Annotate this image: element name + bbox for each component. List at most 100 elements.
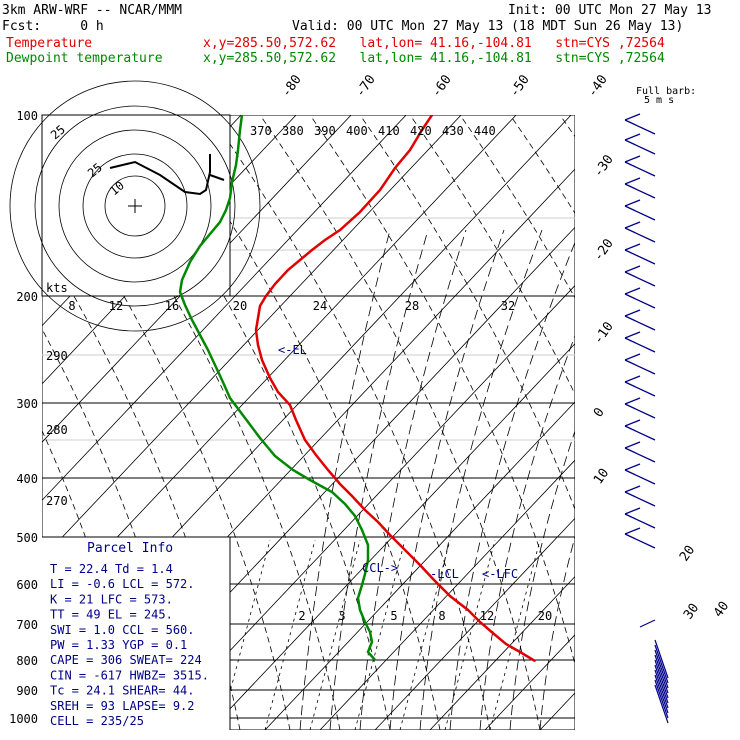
- isotherm: [42, 115, 352, 443]
- series-point: [361, 529, 363, 531]
- isotherm: [595, 95, 740, 730]
- wind-barb: [624, 293, 656, 309]
- mixing-ratio-label: 3: [338, 609, 345, 623]
- isotherm: [319, 459, 575, 730]
- isotherm-label: -20: [591, 236, 617, 264]
- theta-label: 410: [378, 124, 400, 138]
- series-point: [402, 547, 404, 549]
- theta-label: 370: [250, 124, 272, 138]
- series-point: [255, 329, 257, 331]
- wind-barb-flag: [624, 287, 641, 295]
- series-point: [235, 164, 237, 166]
- wind-barb: [624, 533, 656, 549]
- dry-adiabat: [559, 115, 575, 138]
- series-point: [239, 129, 241, 131]
- pressure-label: 800: [16, 654, 38, 668]
- wind-barb-low: [654, 669, 669, 709]
- isotherm-label: 40: [711, 599, 732, 620]
- series-point: [292, 469, 294, 471]
- series-point: [367, 651, 369, 653]
- series-point: [367, 559, 369, 561]
- series-point: [189, 261, 191, 263]
- series-point: [315, 454, 317, 456]
- theta-label: 430: [442, 124, 464, 138]
- lcl-label: -LCL: [430, 567, 459, 581]
- parcel-info-row: PW = 1.33 YGP = 0.1: [50, 638, 187, 652]
- theta-left-label: 290: [46, 349, 68, 363]
- init-time: Init: 00 UTC Mon 27 May 13: [508, 3, 712, 18]
- series-point: [419, 564, 421, 566]
- wind-barb-flag: [624, 133, 641, 141]
- wind-barb-flag: [624, 419, 641, 427]
- series-point: [505, 643, 507, 645]
- series-line: [178, 115, 376, 661]
- dry-adiabat: [42, 328, 191, 730]
- mixing-ratio-label: 8: [438, 609, 445, 623]
- wind-barb-low: [654, 649, 669, 689]
- mixing-ratio-line: [309, 539, 361, 730]
- mixing-ratio-line: [489, 539, 541, 730]
- isotherm: [484, 634, 575, 730]
- wind-barb: [624, 119, 656, 135]
- series-point: [241, 115, 243, 116]
- series-point: [389, 534, 391, 536]
- wind-barb-flag: [624, 375, 641, 383]
- hodograph-ring: [104, 175, 166, 237]
- wind-barb: [624, 447, 656, 463]
- series-point: [344, 503, 346, 505]
- mixing-ratio-label: 5: [390, 609, 397, 623]
- series-point: [394, 167, 396, 169]
- mixing-ratio-label: 20: [538, 609, 552, 623]
- series-point: [299, 259, 301, 261]
- dry-adiabat: [309, 115, 575, 667]
- isotherm-label: -60: [429, 72, 455, 100]
- speed-label: 24: [313, 299, 327, 313]
- series-point: [179, 291, 181, 293]
- mixing-ratio-line: [264, 539, 316, 730]
- parcel-info-title: Parcel Info: [87, 541, 173, 556]
- series-point: [364, 573, 366, 575]
- pressure-label: 500: [16, 531, 38, 545]
- pressure-label: 700: [16, 618, 38, 632]
- pressure-label: 600: [16, 578, 38, 592]
- theta-label: 420: [410, 124, 432, 138]
- series-point: [207, 349, 209, 351]
- series-point: [219, 221, 221, 223]
- isotherm-label: -40: [585, 72, 611, 100]
- pressure-label: 100: [16, 109, 38, 123]
- wind-barb-low: [654, 664, 669, 704]
- hodograph-ring: [34, 105, 236, 307]
- series-point: [331, 491, 333, 493]
- series-point: [359, 211, 361, 213]
- dry-adiabat: [459, 115, 575, 299]
- theta-label: 380: [282, 124, 304, 138]
- series-point: [304, 439, 306, 441]
- series-point: [274, 455, 276, 457]
- series-point: [209, 233, 211, 235]
- wind-barb: [624, 337, 656, 353]
- wind-barb: [624, 469, 656, 485]
- wind-barb-flag: [624, 441, 641, 449]
- mixing-ratio-line: [354, 539, 406, 730]
- series-point: [191, 319, 193, 321]
- wind-barb-low: [654, 684, 669, 724]
- wind-barb-flag: [624, 309, 641, 317]
- series-point: [295, 419, 297, 421]
- series-point: [359, 609, 361, 611]
- legend-temperature-location: x,y=285.50,572.62 lat,lon= 41.16,-104.81…: [203, 36, 665, 51]
- wind-barb-flag: [624, 199, 641, 207]
- series-point: [367, 544, 369, 546]
- mixing-ratio-line: [219, 539, 271, 730]
- wind-barbs: Full barb:5 m s: [624, 86, 696, 724]
- ccl-label: CCL->: [362, 561, 398, 575]
- parcel-info-row: TT = 49 EL = 245.: [50, 608, 173, 622]
- series-point: [324, 239, 326, 241]
- wind-barb-low: [654, 644, 669, 684]
- legend-temperature: Temperature: [6, 36, 93, 51]
- wind-barb: [624, 139, 656, 155]
- series-point: [229, 197, 231, 199]
- series-point: [327, 469, 329, 471]
- pressure-label: 300: [16, 397, 38, 411]
- speed-label: 20: [233, 299, 247, 313]
- wind-barb-flag: [624, 113, 641, 121]
